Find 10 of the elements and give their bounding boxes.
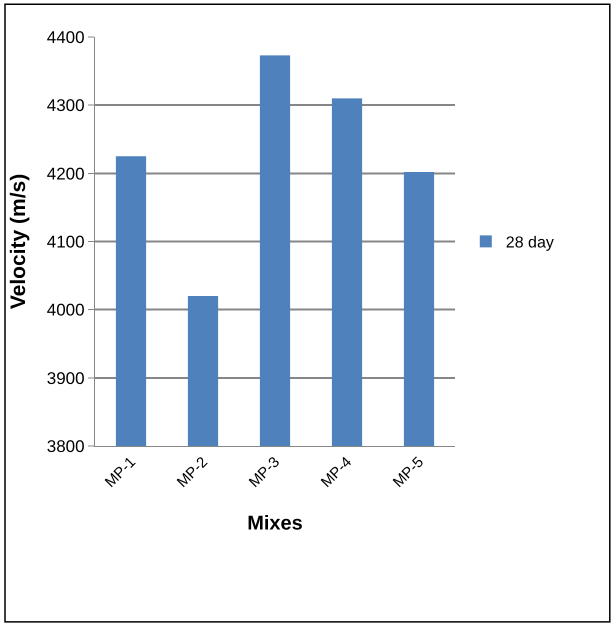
y-axis-title: Velocity (m/s) — [6, 174, 30, 310]
y-tick-label: 3800 — [46, 436, 85, 456]
y-tick-label: 4400 — [46, 28, 85, 47]
y-tick-label: 4000 — [46, 300, 85, 320]
y-tick-label: 3900 — [46, 368, 85, 388]
y-tick-label: 4100 — [46, 232, 85, 252]
x-axis-title: Mixes — [247, 512, 303, 534]
y-tick-label: 4300 — [46, 96, 85, 116]
y-tick-label: 4200 — [46, 164, 85, 184]
legend-label: 28 day — [506, 234, 554, 252]
